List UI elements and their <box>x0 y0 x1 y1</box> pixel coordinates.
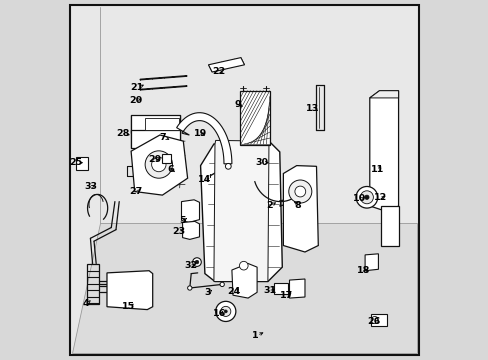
Text: 5: 5 <box>179 216 185 225</box>
Circle shape <box>220 306 230 316</box>
Text: 14: 14 <box>198 175 211 184</box>
Polygon shape <box>162 154 170 163</box>
Polygon shape <box>182 221 199 239</box>
Text: 15: 15 <box>122 302 135 311</box>
Text: 24: 24 <box>226 287 240 296</box>
Polygon shape <box>273 283 288 294</box>
Polygon shape <box>289 279 305 298</box>
Polygon shape <box>213 140 268 282</box>
Polygon shape <box>145 118 179 130</box>
Polygon shape <box>76 157 88 170</box>
Polygon shape <box>365 254 378 271</box>
Circle shape <box>239 261 247 270</box>
Polygon shape <box>283 166 318 252</box>
Text: 28: 28 <box>116 129 129 138</box>
Text: 23: 23 <box>172 227 185 236</box>
Text: 18: 18 <box>357 266 370 275</box>
Circle shape <box>192 258 201 266</box>
Text: 10: 10 <box>352 194 366 203</box>
Text: 4: 4 <box>82 299 89 307</box>
Text: 1: 1 <box>251 331 258 340</box>
Circle shape <box>224 310 227 313</box>
Text: 6: 6 <box>167 165 174 174</box>
Polygon shape <box>370 314 386 326</box>
Text: 21: 21 <box>130 83 143 91</box>
Text: 16: 16 <box>212 309 225 318</box>
Text: 30: 30 <box>255 158 268 167</box>
Polygon shape <box>176 113 231 164</box>
Polygon shape <box>208 58 244 72</box>
Polygon shape <box>72 223 416 353</box>
Circle shape <box>225 163 231 169</box>
Circle shape <box>145 151 172 178</box>
Polygon shape <box>181 200 199 222</box>
Polygon shape <box>200 141 282 282</box>
Polygon shape <box>140 86 186 90</box>
Polygon shape <box>380 206 398 246</box>
Text: 13: 13 <box>305 104 318 113</box>
Polygon shape <box>369 91 398 212</box>
Text: 20: 20 <box>129 95 142 104</box>
Text: 9: 9 <box>234 100 241 109</box>
Text: 32: 32 <box>184 261 197 270</box>
Text: 17: 17 <box>280 292 293 300</box>
Text: 3: 3 <box>204 288 211 297</box>
Circle shape <box>364 195 368 199</box>
Polygon shape <box>107 271 152 310</box>
Text: 22: 22 <box>211 68 225 77</box>
Text: 33: 33 <box>84 182 97 191</box>
Circle shape <box>288 180 311 203</box>
Polygon shape <box>231 264 257 298</box>
Polygon shape <box>140 76 186 80</box>
Text: 26: 26 <box>366 317 379 325</box>
Polygon shape <box>131 130 179 148</box>
Text: 2: 2 <box>266 201 272 210</box>
Text: 19: 19 <box>194 129 207 138</box>
Text: 29: 29 <box>148 154 162 163</box>
Text: 7: 7 <box>159 133 166 142</box>
Circle shape <box>355 186 377 208</box>
Circle shape <box>187 286 192 290</box>
Polygon shape <box>240 91 270 145</box>
Circle shape <box>151 157 166 172</box>
Text: 11: 11 <box>370 165 384 174</box>
Circle shape <box>220 282 224 287</box>
Circle shape <box>294 186 305 197</box>
Text: 8: 8 <box>294 201 301 210</box>
Polygon shape <box>131 115 179 133</box>
Polygon shape <box>369 91 398 98</box>
Text: 31: 31 <box>264 287 276 295</box>
Text: 25: 25 <box>69 158 82 167</box>
Circle shape <box>215 301 235 321</box>
Text: 12: 12 <box>373 194 386 202</box>
Circle shape <box>370 316 378 324</box>
Circle shape <box>360 191 373 204</box>
Circle shape <box>195 260 199 264</box>
Text: 27: 27 <box>129 187 142 196</box>
Polygon shape <box>131 135 187 195</box>
